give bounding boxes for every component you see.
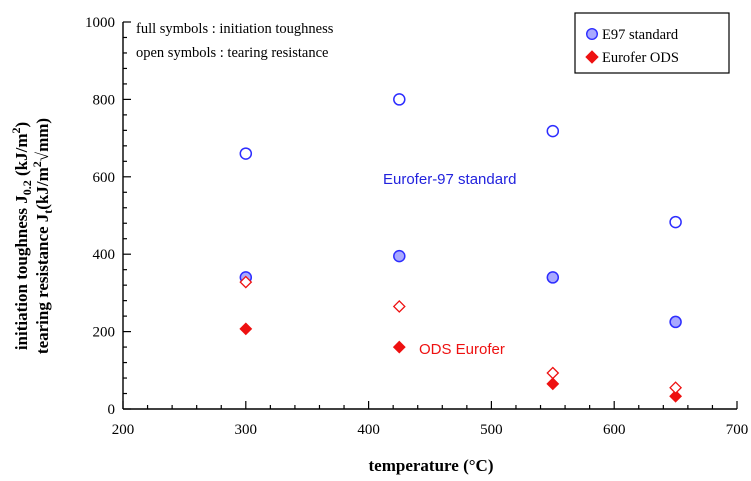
annotation-ods-eurofer: ODS Eurofer <box>419 341 505 358</box>
legend-box <box>574 12 730 74</box>
legend-ods-label: Eurofer ODS <box>602 50 679 66</box>
x-tick-label: 300 <box>235 422 258 438</box>
x-tick-label: 600 <box>603 422 626 438</box>
annotation-eurofer97: Eurofer-97 standard <box>383 171 516 188</box>
e97-tearing-point <box>239 147 253 160</box>
y-tick-label: 600 <box>93 170 116 186</box>
legend: E97 standard Eurofer ODS <box>574 12 730 74</box>
y-title2-unit: (kJ/m <box>33 167 52 210</box>
y-title1-sup: 2 <box>9 127 23 133</box>
y-tick-label: 400 <box>93 247 116 263</box>
legend-ods-marker <box>585 50 599 64</box>
legend-e97-label: E97 standard <box>602 27 679 43</box>
y-title2-sup: 2 <box>30 161 44 167</box>
y-title1-main: initiation toughness J <box>12 195 31 350</box>
x-tick-label: 400 <box>357 422 380 438</box>
y-title1-end: ) <box>12 122 31 128</box>
y-title1-unit: (kJ/m <box>12 133 31 180</box>
svg-text:initiation toughness J0.2 (kJ/: initiation toughness J0.2 (kJ/m2) <box>9 122 34 350</box>
e97-initiation-point <box>669 315 682 329</box>
x-tick-label: 700 <box>726 422 749 438</box>
y-tick-label: 1000 <box>85 15 115 31</box>
ods-initiation-point <box>392 340 406 354</box>
e97-initiation-point <box>546 271 560 284</box>
y-title1-sub: 0.2 <box>20 180 34 195</box>
x-axis-title: temperature (°C) <box>369 456 494 475</box>
e97-tearing-point <box>669 215 682 229</box>
e97-tearing-point <box>546 124 560 138</box>
data-markers <box>239 93 683 403</box>
y-title2-main: tearing resistance J <box>33 213 52 354</box>
e97-tearing-point <box>393 93 406 106</box>
ods-tearing-point <box>669 381 683 395</box>
y-axis-title-line2: tearing resistance Jt(kJ/m2√mm) <box>30 118 55 354</box>
legend-e97-marker <box>586 28 599 41</box>
tick-labels: 200 300 400 500 600 700 0 200 400 600 800 1000 <box>85 15 748 438</box>
note-open-symbols: open symbols : tearing resistance <box>136 45 328 61</box>
note-full-symbols: full symbols : initiation toughness <box>136 21 334 37</box>
x-tick-label: 500 <box>480 422 503 438</box>
ods-initiation-point <box>669 389 683 403</box>
y-title2-sub: t <box>41 210 55 214</box>
ods-initiation-point <box>239 322 253 336</box>
y-axis-title-line1: initiation toughness J0.2 (kJ/m2) <box>9 122 34 350</box>
axis-ticks <box>122 21 738 410</box>
svg-text:tearing resistance Jt(kJ/m2√mm: tearing resistance Jt(kJ/m2√mm) <box>30 118 55 354</box>
y-title2-end: √mm) <box>33 118 52 161</box>
ods-tearing-point <box>239 275 253 289</box>
x-tick-label: 200 <box>112 422 135 438</box>
ods-initiation-point <box>546 377 560 391</box>
ods-tearing-point <box>392 300 406 313</box>
e97-initiation-point <box>393 249 406 263</box>
y-tick-label: 200 <box>93 325 116 341</box>
y-tick-label: 800 <box>93 92 116 108</box>
y-tick-label: 0 <box>108 402 116 418</box>
ods-tearing-point <box>546 366 560 380</box>
